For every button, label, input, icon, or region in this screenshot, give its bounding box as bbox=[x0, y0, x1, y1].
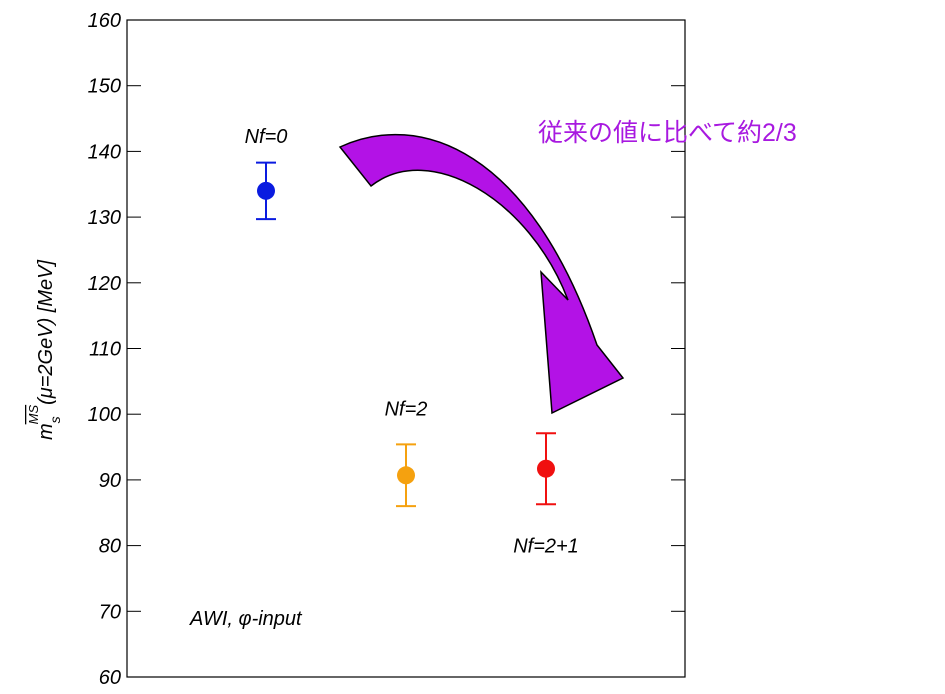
symbol: m bbox=[35, 423, 57, 440]
point bbox=[537, 459, 555, 478]
y-tick-label: 120 bbox=[88, 273, 121, 295]
point-label: Nf=2+1 bbox=[513, 536, 579, 558]
y-tick-label: 60 bbox=[99, 667, 121, 689]
y-tick-label: 160 bbox=[88, 10, 121, 32]
y-tick-label: 130 bbox=[88, 207, 121, 229]
superscript: MS bbox=[26, 405, 41, 425]
point-label: Nf=2 bbox=[385, 398, 428, 420]
point-label: Nf=0 bbox=[245, 126, 288, 148]
y-tick-label: 70 bbox=[99, 601, 121, 623]
y-tick-label: 100 bbox=[88, 404, 121, 426]
y-tick-label: 110 bbox=[89, 339, 121, 361]
label-text: (μ=2GeV) [MeV] bbox=[35, 260, 57, 405]
point bbox=[257, 181, 275, 200]
y-tick-label: 150 bbox=[88, 76, 121, 98]
y-tick-label: 80 bbox=[99, 536, 121, 558]
arrow bbox=[338, 133, 625, 415]
y-tick-label: 90 bbox=[99, 470, 121, 492]
y-axis-label: ms MS(μ=2GeV) [MeV] bbox=[26, 260, 63, 441]
y-axis-label-text: ms MS(μ=2GeV) [MeV] bbox=[26, 260, 63, 441]
annotation: AWI, φ-input bbox=[189, 608, 303, 630]
annotation: 従来の値に比べて約2/3 bbox=[538, 119, 797, 147]
y-tick-label: 140 bbox=[88, 141, 121, 163]
subscript: s bbox=[47, 416, 63, 423]
point bbox=[397, 466, 415, 485]
